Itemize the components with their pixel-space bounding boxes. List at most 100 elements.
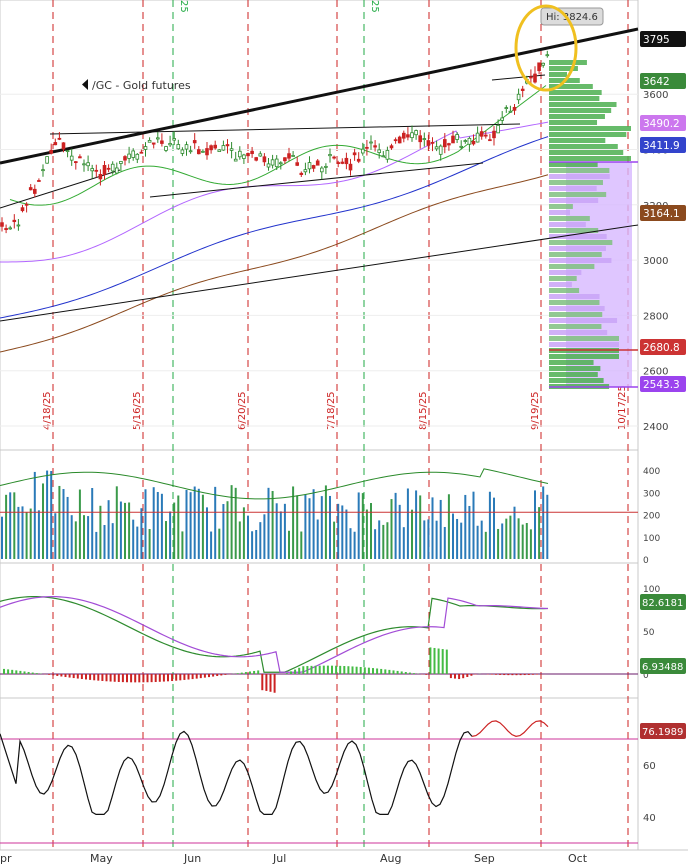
candle-body: [49, 149, 53, 154]
candle-body: [57, 137, 62, 140]
high-callout: Hi: 3824.6: [540, 7, 604, 26]
volume-bar: [431, 497, 434, 559]
candle-body: [455, 134, 459, 140]
profile-bar: [549, 168, 610, 173]
stoch-histogram-bar: [27, 671, 30, 674]
support-trendline: [0, 224, 639, 322]
volume-bar: [529, 529, 532, 559]
stoch-histogram-bar: [60, 674, 63, 677]
stoch-histogram-bar: [35, 673, 38, 674]
profile-bar: [549, 234, 607, 239]
stoch-histogram-bar: [187, 674, 190, 680]
cycle-green-label: 25: [178, 0, 189, 13]
candle-body: [451, 135, 455, 144]
candle-body: [315, 160, 320, 166]
price-tick-label: 2400: [643, 422, 668, 433]
profile-bar: [549, 222, 586, 227]
candle-body: [172, 138, 177, 141]
stoch-histogram-bar: [171, 674, 174, 682]
candle-body: [8, 227, 13, 230]
volume-bar: [169, 511, 172, 559]
profile-bar: [549, 372, 598, 377]
stoch-histogram-bar: [376, 668, 379, 674]
volume-bar: [144, 489, 147, 559]
candle-body: [270, 159, 275, 166]
profile-bar: [549, 342, 619, 347]
candle-body: [246, 153, 250, 157]
stoch-tick-label: 100: [643, 585, 660, 595]
volume-bar: [206, 507, 208, 559]
candle-body: [123, 156, 127, 161]
stoch-histogram-bar: [396, 670, 399, 674]
candle-body: [98, 174, 103, 180]
stoch-histogram-bar: [290, 671, 292, 674]
stoch-histogram-bar: [130, 674, 133, 683]
stoch-histogram-bar: [265, 674, 268, 691]
stoch-histogram-bar: [257, 670, 260, 674]
volume-bar: [292, 486, 295, 559]
candle-body: [299, 172, 304, 175]
profile-bar: [549, 192, 607, 197]
profile-bar: [549, 216, 590, 221]
stoch-histogram-bar: [269, 674, 272, 692]
volume-bar: [9, 492, 12, 559]
volume-bar: [50, 471, 53, 559]
candle-body: [110, 163, 115, 172]
profile-bar: [549, 228, 599, 233]
candle-body: [82, 163, 86, 166]
candle-body: [307, 162, 312, 170]
candle-body: [102, 165, 107, 175]
stoch-histogram-bar: [470, 674, 473, 676]
stoch-histogram-bar: [507, 674, 510, 676]
volume-bar: [497, 528, 500, 559]
price-tick-label: 3600: [643, 90, 668, 101]
candle-body: [201, 150, 205, 153]
volume-bar: [193, 486, 196, 559]
volume-bar: [439, 499, 442, 559]
volume-bar: [357, 492, 360, 559]
volume-bar: [29, 508, 32, 559]
stoch-histogram-bar: [351, 666, 354, 674]
stoch-k-line: [0, 596, 549, 673]
stoch-histogram-bar: [503, 674, 506, 676]
month-label: May: [90, 852, 113, 865]
cycle-date-label: 8/15/25: [418, 391, 429, 430]
open-interest-line: [0, 468, 549, 500]
profile-bar: [549, 108, 612, 113]
candle-body: [496, 125, 500, 134]
candle-body: [492, 130, 496, 139]
price-value-badge-text: 3642: [643, 76, 670, 88]
volume-bar: [480, 520, 483, 559]
candle-body: [196, 149, 201, 155]
candle-body: [332, 156, 336, 159]
volume-bar: [386, 522, 389, 559]
candle-body: [426, 140, 431, 146]
profile-bar: [549, 114, 605, 119]
volume-bar: [308, 498, 311, 559]
stoch-histogram-bar: [113, 674, 116, 682]
stoch-histogram-bar: [19, 670, 22, 674]
candle-body: [209, 145, 213, 151]
candle-body: [188, 150, 193, 153]
candle-body: [139, 151, 144, 154]
price-value-badge: [640, 115, 686, 131]
month-label: Aug: [380, 852, 401, 865]
candle-body: [348, 163, 353, 171]
stoch-histogram-bar: [499, 674, 502, 675]
stoch-histogram-bar: [388, 669, 391, 674]
candle-body: [381, 155, 386, 158]
price-candles: [0, 50, 550, 234]
volume-bar: [33, 471, 36, 559]
volume-bar: [189, 492, 192, 559]
candle-body: [529, 76, 533, 79]
volume-bar: [398, 504, 401, 559]
candle-body: [389, 145, 394, 149]
panel-frame: [0, 697, 639, 851]
stoch-histogram-bar: [437, 648, 440, 674]
stoch-histogram-bar: [441, 649, 444, 674]
volume-bar: [472, 491, 475, 559]
volume-bar: [464, 494, 467, 559]
stoch-histogram-bar: [273, 674, 276, 693]
profile-bar: [549, 264, 595, 269]
candle-body: [24, 203, 29, 206]
